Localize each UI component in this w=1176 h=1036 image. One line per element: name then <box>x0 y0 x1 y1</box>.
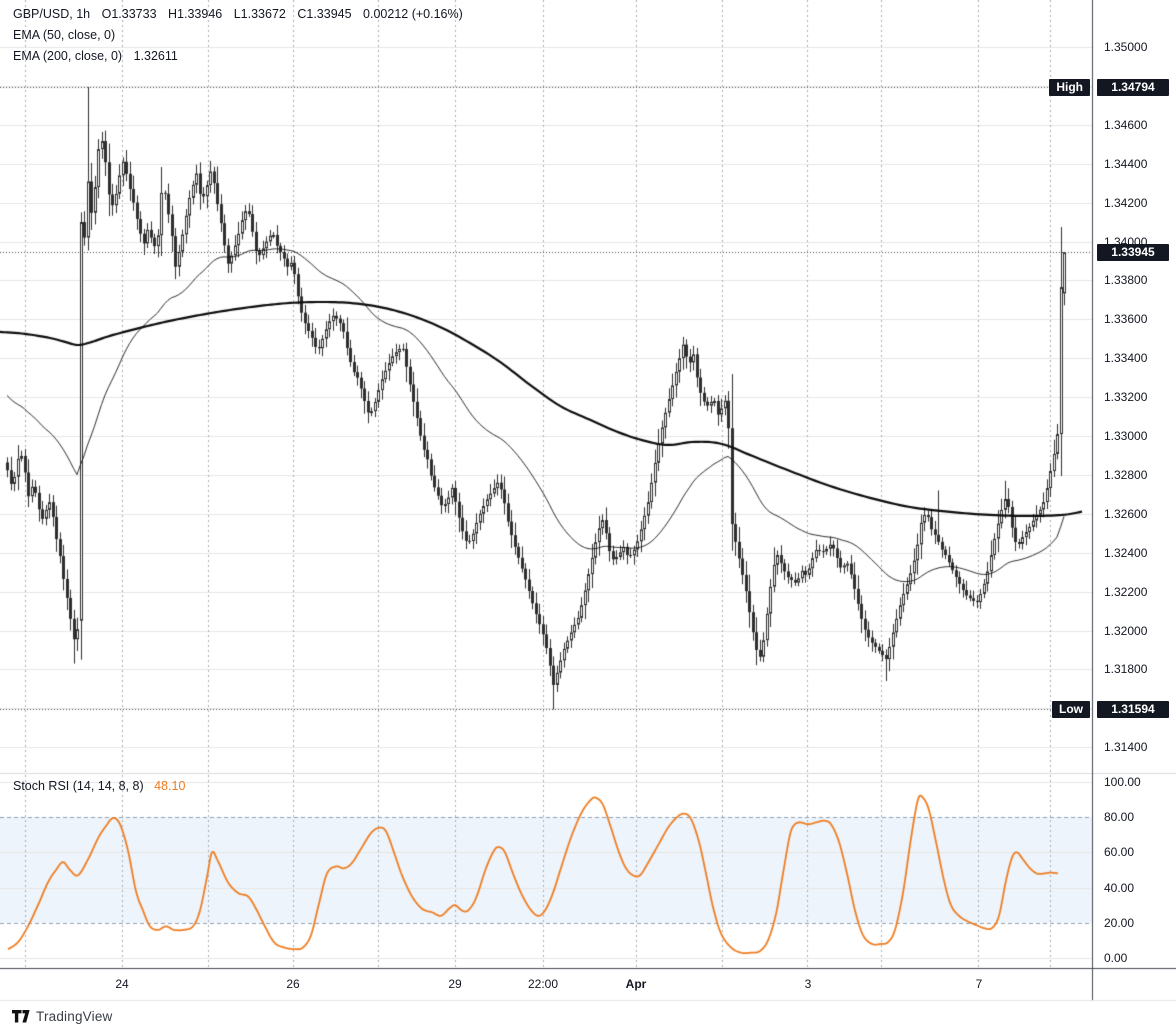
price-axis-label: 1.35000 <box>1104 40 1148 54</box>
tradingview-logo-icon <box>12 1010 30 1023</box>
stoch-axis-label: 100.00 <box>1104 775 1141 789</box>
price-axis-label: 1.32000 <box>1104 623 1148 638</box>
ohlc-high: H1.33946 <box>168 7 223 21</box>
price-axis-label: 1.33200 <box>1104 390 1148 405</box>
price-axis-label: 1.34400 <box>1104 156 1148 171</box>
price-axis-label: 1.32600 <box>1104 506 1148 521</box>
stoch-axis-label: 60.00 <box>1104 845 1135 860</box>
ohlc-open: O1.33733 <box>101 7 157 21</box>
price-axis-label: 1.32400 <box>1104 545 1148 560</box>
stoch-rsi-legend-row[interactable]: Stoch RSI (14, 14, 8, 8) 48.10 <box>13 779 185 793</box>
price-axis-label: 1.34000 <box>1104 234 1148 249</box>
ohlc-close: C1.33945 <box>297 7 352 21</box>
price-axis-label: 1.31400 <box>1104 740 1148 755</box>
price-axis-label: 1.31800 <box>1104 662 1148 677</box>
ema200-value: 1.32611 <box>133 49 178 63</box>
stoch-axis-label: 40.00 <box>1104 880 1135 895</box>
stoch-axis-label: 20.00 <box>1104 915 1135 930</box>
price-axis-label: 1.33800 <box>1104 273 1148 288</box>
symbol-legend-row[interactable]: GBP/USD, 1h O1.33733 H1.33946 L1.33672 C… <box>13 7 471 22</box>
time-axis-label: 26 <box>286 977 300 991</box>
time-axis-label: 29 <box>448 977 462 991</box>
stoch-rsi-label: Stoch RSI (14, 14, 8, 8) <box>13 779 144 793</box>
price-axis-label: 1.32200 <box>1104 584 1148 599</box>
price-axis-label: 1.32800 <box>1104 467 1148 482</box>
stoch-axis-label: 0.00 <box>1104 951 1128 965</box>
ohlc-low: L1.33672 <box>233 7 286 21</box>
price-axis-label: 1.33400 <box>1104 351 1148 366</box>
price-axis-label: 1.33600 <box>1104 312 1148 327</box>
stoch-rsi-value: 48.10 <box>154 779 186 793</box>
price-axis-label: 1.34600 <box>1104 117 1148 132</box>
stoch-axis-label: 80.00 <box>1104 810 1135 825</box>
chart-legend: GBP/USD, 1h O1.33733 H1.33946 L1.33672 C… <box>13 7 471 70</box>
ema50-legend-row[interactable]: EMA (50, close, 0) <box>13 28 471 43</box>
price-change: 0.00212 (+0.16%) <box>363 7 463 21</box>
price-axis-label: 1.34200 <box>1104 195 1148 210</box>
ema200-legend-row[interactable]: EMA (200, close, 0) 1.32611 <box>13 49 471 64</box>
price-axis-label: 1.33000 <box>1104 429 1148 443</box>
symbol-title: GBP/USD, 1h <box>13 7 91 21</box>
time-axis-label: 24 <box>115 977 129 991</box>
ema200-label: EMA (200, close, 0) <box>13 49 123 63</box>
time-axis-label: 22:00 <box>527 977 559 991</box>
time-axis-label: Apr <box>625 977 647 991</box>
tradingview-logo[interactable]: TradingView <box>12 1009 113 1024</box>
time-axis-label: 7 <box>975 977 983 991</box>
tradingview-logo-text: TradingView <box>36 1009 113 1024</box>
time-axis-label: 3 <box>804 977 812 991</box>
ema50-label: EMA (50, close, 0) <box>13 28 116 42</box>
